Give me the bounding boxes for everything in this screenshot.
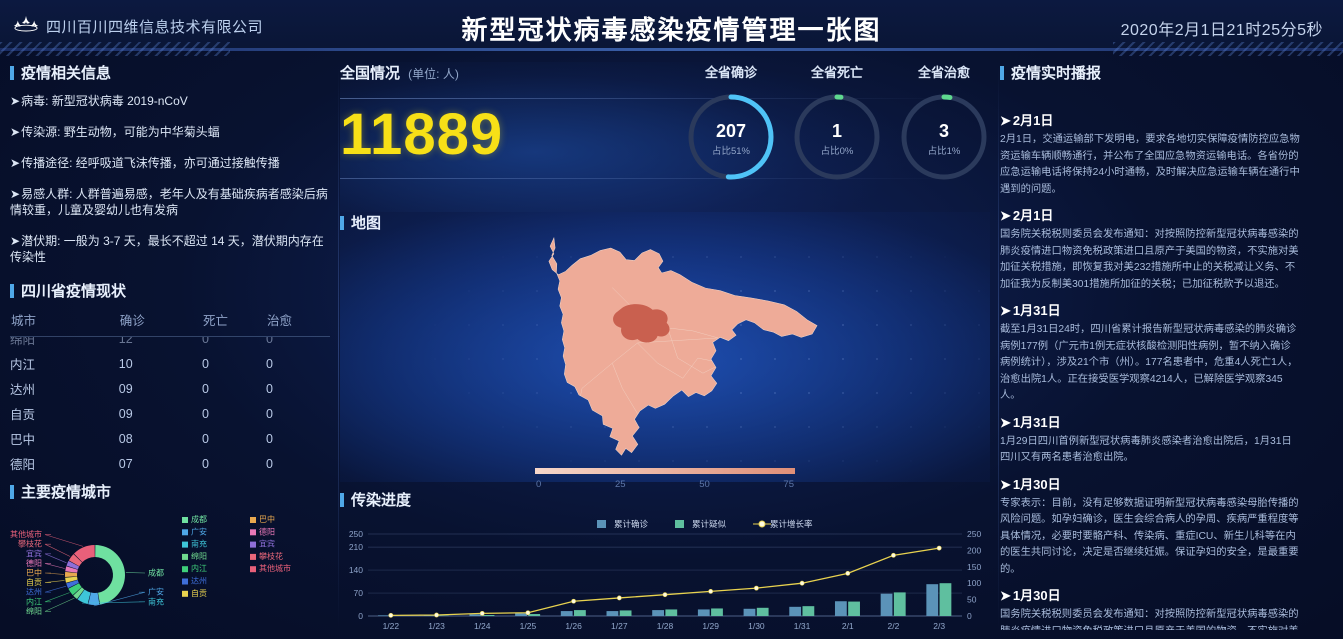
svg-text:绵阳: 绵阳 <box>26 606 42 616</box>
svg-text:2/2: 2/2 <box>888 621 900 631</box>
svg-text:100: 100 <box>967 578 981 588</box>
svg-text:1/26: 1/26 <box>565 621 582 631</box>
svg-text:210: 210 <box>349 542 363 552</box>
svg-text:0: 0 <box>967 611 972 621</box>
svg-text:巴中: 巴中 <box>259 514 275 524</box>
svg-text:1/27: 1/27 <box>611 621 628 631</box>
svg-text:成都: 成都 <box>148 568 164 578</box>
svg-text:南充: 南充 <box>148 596 164 606</box>
svg-text:绵阳: 绵阳 <box>191 551 207 561</box>
svg-text:2/3: 2/3 <box>933 621 945 631</box>
svg-text:70: 70 <box>354 588 364 598</box>
svg-text:内江: 内江 <box>26 596 42 606</box>
svg-text:累计增长率: 累计增长率 <box>770 519 813 529</box>
svg-text:自贡: 自贡 <box>26 577 42 587</box>
svg-text:达州: 达州 <box>191 576 207 586</box>
svg-text:250: 250 <box>349 529 363 539</box>
svg-text:德阳: 德阳 <box>259 526 275 536</box>
svg-text:广安: 广安 <box>148 587 164 597</box>
svg-text:1/29: 1/29 <box>702 621 719 631</box>
svg-text:140: 140 <box>349 565 363 575</box>
svg-text:50: 50 <box>967 595 977 605</box>
svg-text:达州: 达州 <box>26 587 42 597</box>
svg-text:南充: 南充 <box>191 539 207 549</box>
svg-text:2/1: 2/1 <box>842 621 854 631</box>
svg-text:1/31: 1/31 <box>794 621 811 631</box>
svg-text:攀枝花: 攀枝花 <box>18 539 42 549</box>
svg-text:攀枝花: 攀枝花 <box>259 551 283 561</box>
svg-text:150: 150 <box>967 562 981 572</box>
svg-text:1/25: 1/25 <box>520 621 537 631</box>
svg-text:累计确诊: 累计确诊 <box>614 519 649 529</box>
svg-text:内江: 内江 <box>191 563 207 573</box>
svg-text:1/28: 1/28 <box>657 621 674 631</box>
svg-text:累计疑似: 累计疑似 <box>692 519 727 529</box>
svg-text:宜宾: 宜宾 <box>26 548 42 558</box>
svg-text:宜宾: 宜宾 <box>259 539 275 549</box>
svg-text:成都: 成都 <box>191 514 207 524</box>
svg-text:1/22: 1/22 <box>383 621 400 631</box>
svg-text:1/30: 1/30 <box>748 621 765 631</box>
svg-text:其他城市: 其他城市 <box>259 563 291 573</box>
svg-text:德阳: 德阳 <box>26 558 42 568</box>
svg-text:200: 200 <box>967 545 981 555</box>
svg-text:0: 0 <box>358 611 363 621</box>
svg-text:巴中: 巴中 <box>26 568 42 578</box>
svg-text:250: 250 <box>967 529 981 539</box>
svg-text:其他城市: 其他城市 <box>10 529 42 539</box>
svg-text:1/24: 1/24 <box>474 621 491 631</box>
svg-text:自贡: 自贡 <box>191 588 207 598</box>
svg-text:广安: 广安 <box>191 526 207 536</box>
svg-text:1/23: 1/23 <box>428 621 445 631</box>
